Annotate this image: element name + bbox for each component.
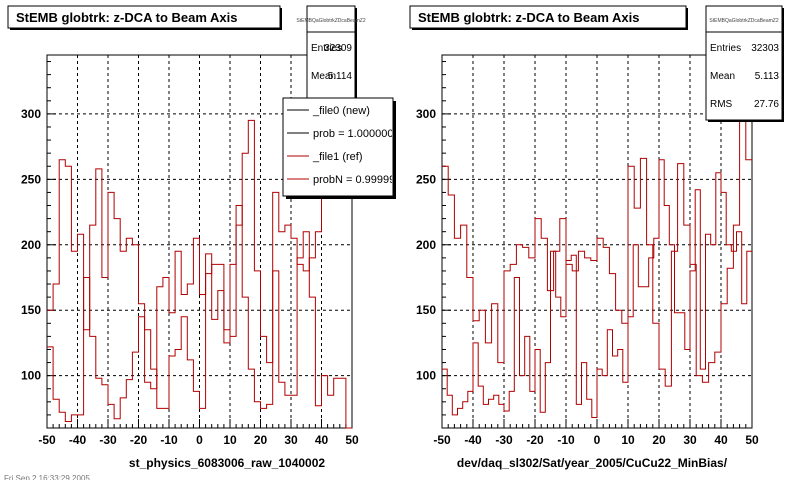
x-tick-label: -30 xyxy=(495,433,513,447)
x-tick-label: -40 xyxy=(464,433,482,447)
x-tick-label: 40 xyxy=(315,433,329,447)
stats-value: 5.113 xyxy=(755,71,780,82)
y-tick-label: 300 xyxy=(416,107,436,121)
y-tick-label: 150 xyxy=(21,303,41,317)
legend-label: _file0 (new) xyxy=(312,105,370,117)
stats-label: Mean xyxy=(710,71,735,82)
y-tick-label: 150 xyxy=(416,303,436,317)
x-tick-label: -20 xyxy=(130,433,148,447)
stats-label: Entries xyxy=(311,43,342,54)
x-axis-label: st_physics_6083006_raw_1040002 xyxy=(129,456,325,470)
legend-label: probN = 0.999999 xyxy=(313,174,401,186)
title-box xyxy=(7,5,281,29)
stats-box xyxy=(705,5,783,121)
stats-label: Entries xyxy=(710,43,741,54)
stats-value: 32309 xyxy=(324,43,352,54)
chart-title: StEMB globtrk: z-DCA to Beam Axis xyxy=(16,10,238,25)
y-tick-label: 200 xyxy=(21,238,41,252)
footer-timestamp: Fri Sep 2 16:33:29 2005 xyxy=(4,474,90,480)
legend-entries: _file0 (new) prob = 1.000000 _file1 (ref) p… xyxy=(287,105,401,186)
chart-panel-1: -50 -40 -30 -20 -10 0 10 20 30 40 50 100 150 200 250 30… xyxy=(7,5,401,470)
x-tick-label: 0 xyxy=(594,433,601,447)
x-tick-label: -40 xyxy=(69,433,87,447)
legend-label: _file1 (ref) xyxy=(312,151,363,163)
legend-label: prob = 1.000000 xyxy=(313,128,393,140)
x-tick-label: -10 xyxy=(557,433,575,447)
x-tick-label: -30 xyxy=(99,433,117,447)
x-tick-label: 10 xyxy=(223,433,237,447)
stats-value: 27.76 xyxy=(754,99,779,110)
histogram-series-1 xyxy=(47,205,352,429)
stats-title: StEMBQaGlobtrkZDcaBeamZ2 xyxy=(296,18,365,24)
x-tick-label: 50 xyxy=(345,433,359,447)
y-tick-label: 300 xyxy=(21,107,41,121)
x-tick-label: 40 xyxy=(714,433,728,447)
x-axis-label: dev/daq_sl302/Sat/year_2005/CuCu22_MinBi… xyxy=(457,456,728,470)
title-box xyxy=(409,5,687,29)
y-tick-label: 100 xyxy=(416,369,436,383)
x-tick-label: 30 xyxy=(284,433,298,447)
x-tick-label: -10 xyxy=(160,433,178,447)
stats-label: Mean xyxy=(311,71,336,82)
x-tick-label: 50 xyxy=(745,433,759,447)
x-tick-label: 0 xyxy=(196,433,203,447)
histogram-series-2 xyxy=(442,113,752,387)
x-tick-label: 20 xyxy=(254,433,268,447)
x-tick-label: 10 xyxy=(621,433,635,447)
x-tick-label: -20 xyxy=(526,433,544,447)
histogram-series-1 xyxy=(442,159,752,418)
chart-panel-2: -50 -40 -30 -20 -10 0 10 20 30 40 50 100 150 200 250 30… xyxy=(409,5,784,470)
y-tick-label: 250 xyxy=(416,172,436,186)
stats-value: 32303 xyxy=(751,43,779,54)
legend-box xyxy=(282,97,394,197)
y-tick-label: 200 xyxy=(416,238,436,252)
y-tick-label: 100 xyxy=(21,369,41,383)
histogram-series-2 xyxy=(47,61,352,390)
chart-title: StEMB globtrk: z-DCA to Beam Axis xyxy=(418,10,640,25)
x-tick-label: -50 xyxy=(433,433,451,447)
x-tick-label: 30 xyxy=(683,433,697,447)
y-tick-label: 250 xyxy=(21,172,41,186)
stats-label: RMS xyxy=(710,99,733,110)
x-tick-label: 20 xyxy=(652,433,666,447)
x-tick-label: -50 xyxy=(38,433,56,447)
stats-title: StEMBQaGlobtrkZDcaBeamZ2 xyxy=(709,18,778,24)
stats-box xyxy=(306,5,356,99)
stats-value: 5.114 xyxy=(328,71,353,82)
